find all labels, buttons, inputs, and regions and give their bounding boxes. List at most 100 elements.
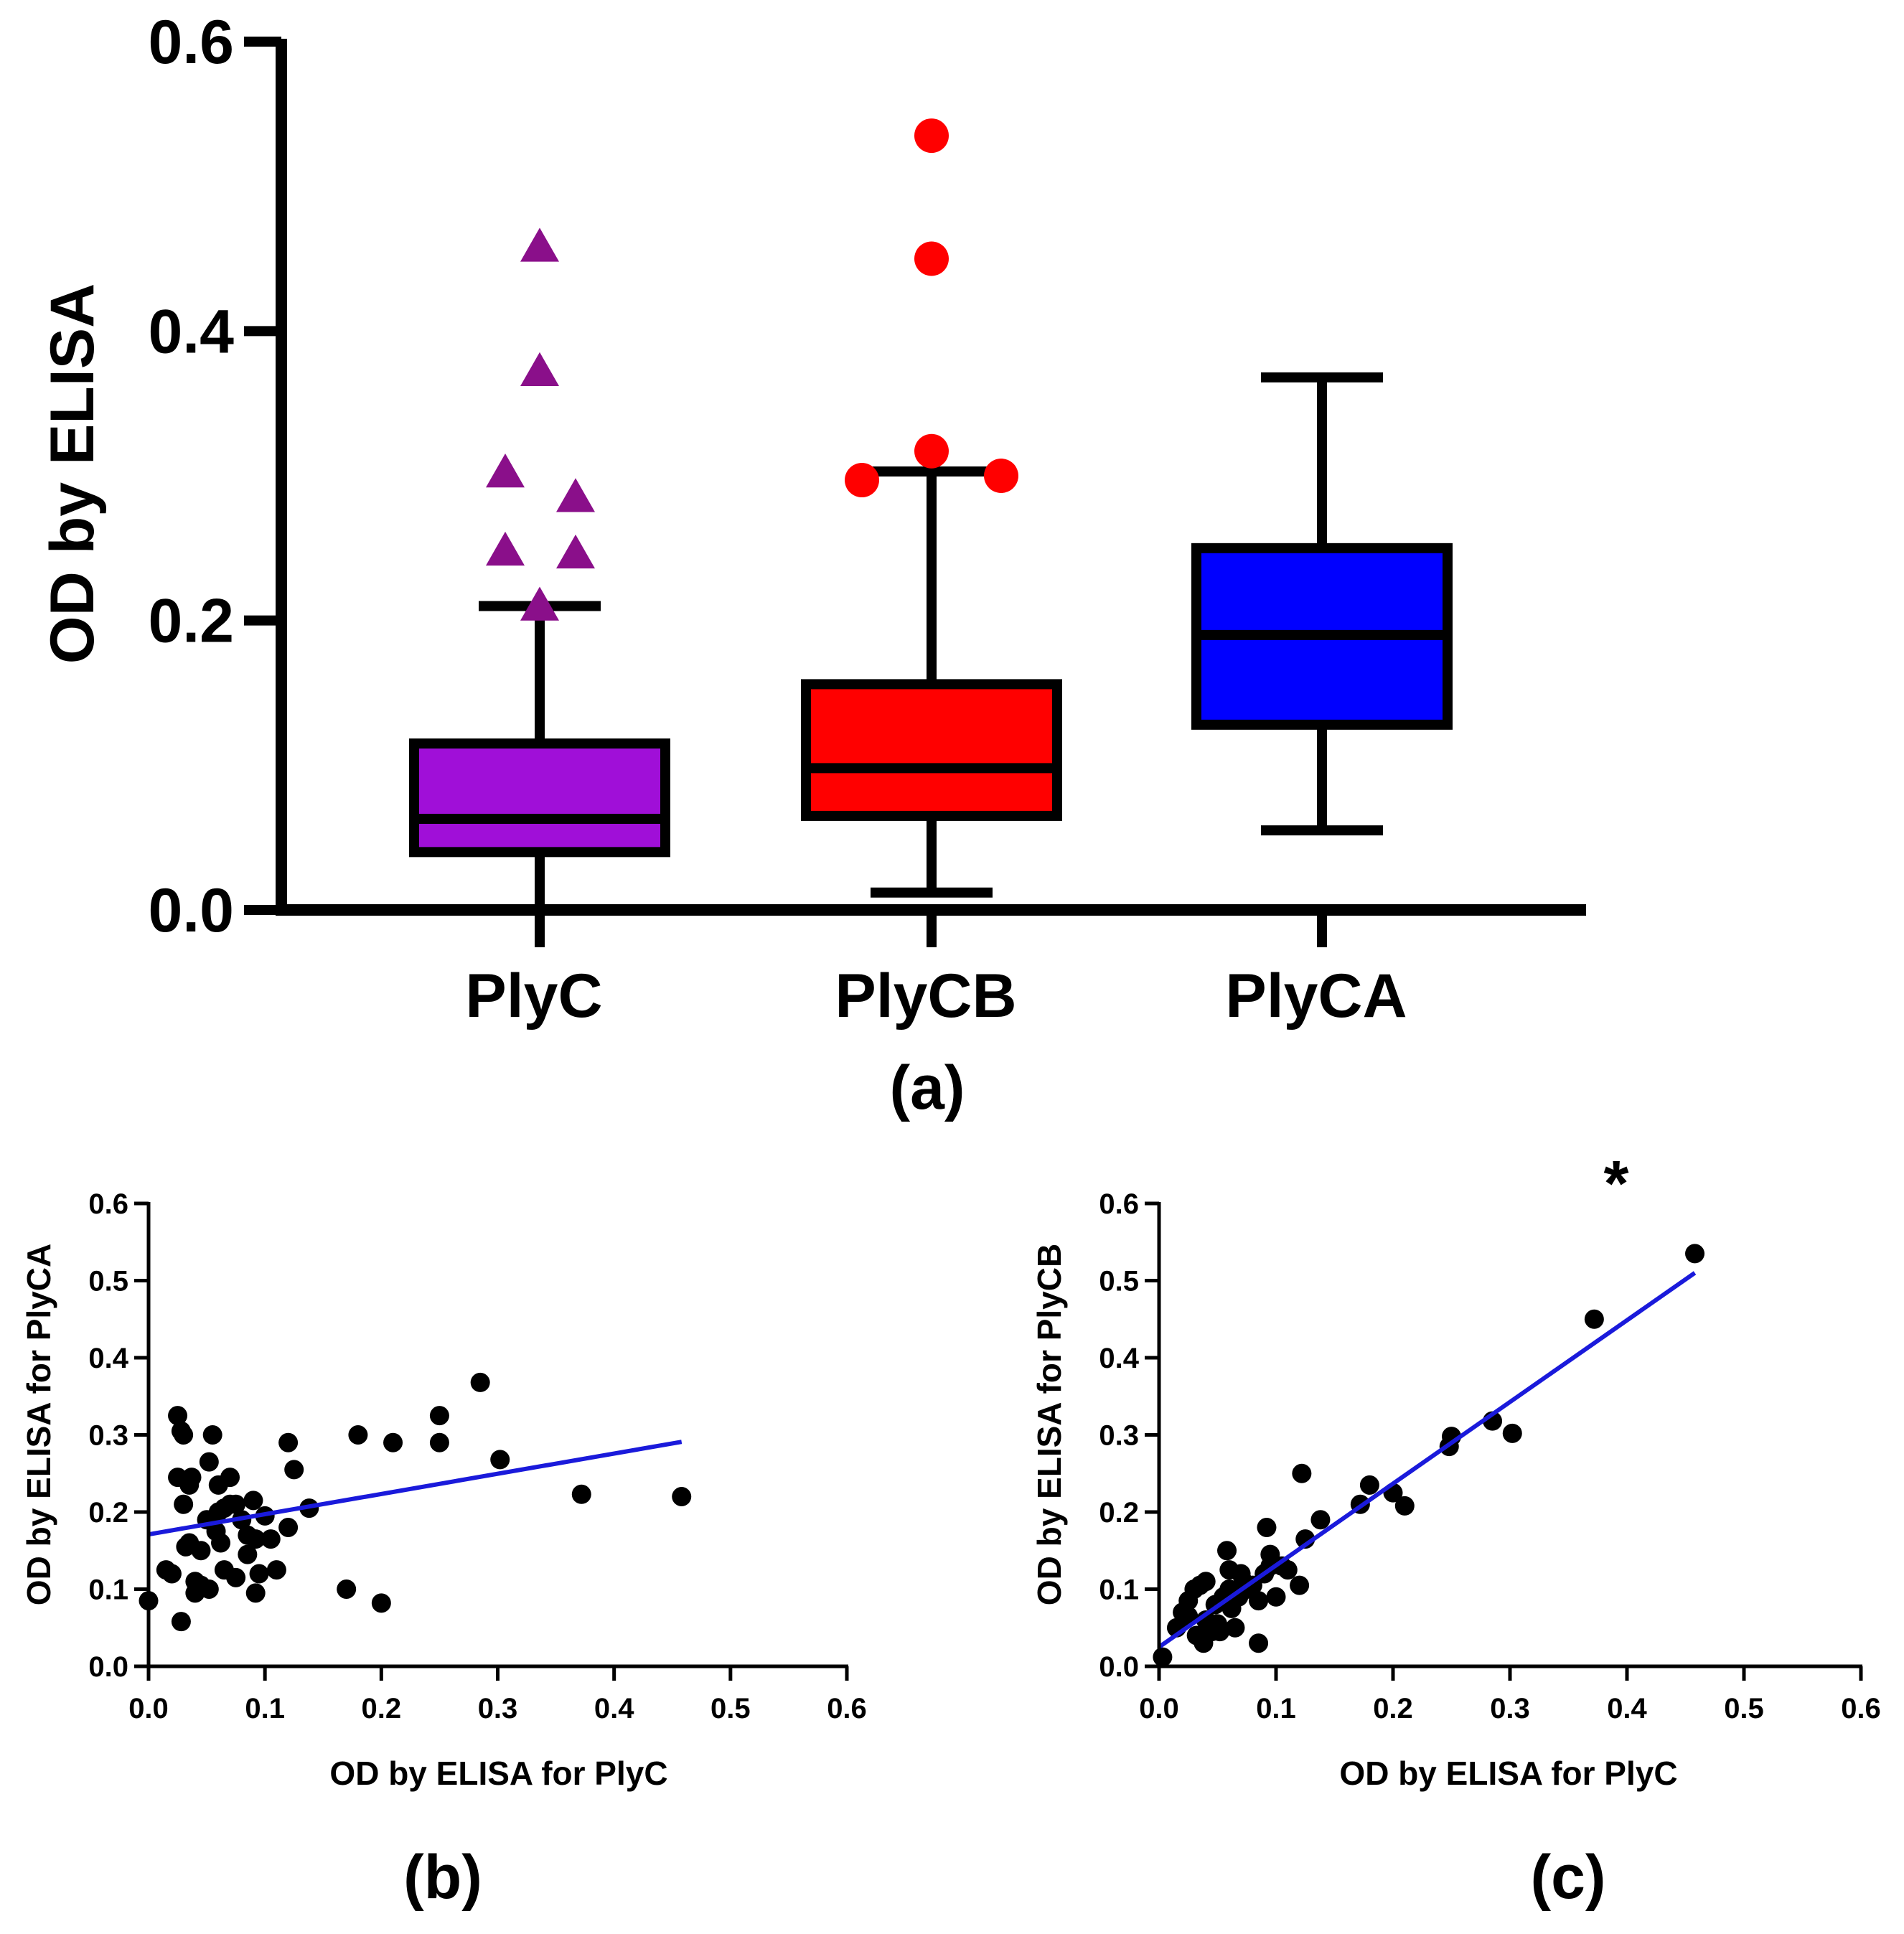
data-point [199,1452,219,1472]
data-point [1292,1463,1312,1483]
data-point [1266,1587,1286,1607]
y-axis-label-c: OD by ELISA for PlyCB [1031,1244,1068,1605]
category-label: PlyCA [1225,962,1407,1031]
outlier-point [984,459,1018,493]
x-tick-label: 0.4 [594,1693,634,1724]
data-point [199,1579,219,1599]
y-tick-label: 0.0 [88,1651,128,1683]
data-point [174,1494,194,1514]
data-point [1257,1518,1277,1537]
panel-label-b: (b) [403,1843,482,1912]
y-tick-label: 0.5 [88,1266,128,1297]
data-point [179,1475,200,1495]
outlier-triangle [486,453,525,488]
data-point [245,1529,266,1549]
y-axis-label: OD by ELISA [38,283,107,664]
data-point [348,1425,368,1445]
x-axis-label-c: OD by ELISA for PlyC [1339,1755,1677,1792]
data-point [1153,1647,1173,1667]
data-point [429,1432,449,1452]
data-point [261,1529,281,1549]
box-PlyCA [1191,372,1453,836]
data-point [226,1494,246,1514]
x-tick-label: 0.0 [1139,1693,1179,1724]
y-tick-label: 0.2 [1099,1497,1139,1529]
x-axis-label-b: OD by ELISA for PlyC [329,1755,667,1792]
y-axis-label-b: OD by ELISA for PlyCA [20,1244,57,1605]
data-point [490,1450,510,1470]
y-tick-label: 0.0 [148,876,234,945]
data-point [168,1406,188,1426]
data-point [174,1425,194,1445]
category-label: PlyCB [835,962,1016,1031]
data-point [171,1612,191,1632]
data-point [571,1484,591,1504]
trend-line [1158,1271,1697,1649]
data-point [383,1432,403,1452]
data-point [1277,1560,1298,1580]
data-point [1249,1633,1269,1653]
x-tick-label: 0.0 [128,1693,169,1724]
data-point [337,1579,357,1599]
data-point [278,1518,299,1537]
data-point [672,1487,692,1506]
data-point [1249,1591,1269,1611]
outlier-triangle [486,531,525,566]
data-point [245,1583,266,1603]
scatter-panel-c: 0.0 0.1 0.2 0.3 0.4 0.5 0.6 0.0 0.1 0.2 0.3 0.4 0.5 0… [1031,1148,1881,1912]
x-tick-label: 0.2 [1373,1693,1413,1724]
scatter-panel-b: 0.0 0.1 0.2 0.3 0.4 0.5 0.6 0.0 0.1 0.2 0.3 0.4 0.5 0… [20,1188,867,1912]
significance-asterisk: * [1603,1148,1628,1220]
x-tick-label: 0.3 [478,1693,518,1724]
data-point [1502,1423,1522,1443]
outlier-point [914,118,949,154]
x-tick-label: 0.4 [1607,1693,1647,1724]
outlier-triangle [520,227,559,262]
trend-line [148,1440,683,1537]
outlier-triangle [520,586,559,621]
outlier-triangle [556,534,595,569]
y-tick-label: 0.4 [148,297,234,366]
data-point [284,1460,304,1480]
data-point [1359,1475,1379,1495]
data-point [1217,1541,1237,1561]
y-tick-label: 0.6 [148,8,234,77]
data-point [202,1425,222,1445]
data-point [1225,1618,1245,1638]
data-point [1394,1496,1415,1516]
x-tick-label: 0.2 [362,1693,402,1724]
iqr-box [801,679,1062,821]
data-point [243,1491,263,1511]
outlier-point [914,433,949,469]
y-tick-label: 0.0 [1099,1651,1139,1683]
data-point [249,1564,269,1584]
x-tick-label: 0.6 [1841,1693,1881,1724]
y-tick-label: 0.6 [1099,1188,1139,1220]
iqr-box [409,738,670,858]
outlier-triangle [520,352,559,387]
category-label: PlyC [465,962,602,1031]
x-tick-label: 0.5 [711,1693,751,1724]
y-tick-label: 0.2 [148,587,234,656]
data-point [1584,1309,1604,1329]
x-tick-label: 0.3 [1490,1693,1530,1724]
data-point [220,1468,240,1488]
y-tick-label: 0.3 [1099,1420,1139,1452]
y-tick-label: 0.6 [88,1188,128,1220]
panel-label-a: (a) [889,1053,965,1122]
data-point [226,1567,246,1587]
y-tick-label: 0.4 [88,1343,128,1374]
data-point [1210,1622,1230,1642]
y-tick-label: 0.1 [1099,1574,1139,1606]
y-tick-label: 0.3 [88,1420,128,1452]
data-point [371,1593,391,1613]
data-point [266,1560,286,1580]
data-point [191,1541,211,1561]
data-point [1685,1244,1705,1264]
data-point [161,1564,182,1584]
data-point [1196,1572,1216,1592]
data-point [1310,1510,1331,1530]
outlier-point [845,463,879,498]
data-point [429,1406,449,1426]
